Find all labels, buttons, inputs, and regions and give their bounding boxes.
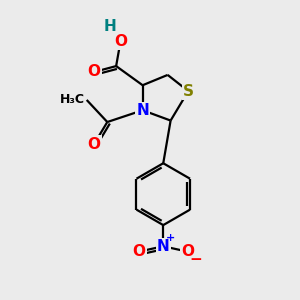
Text: O: O (88, 64, 100, 80)
Text: O: O (133, 244, 146, 259)
Text: O: O (181, 244, 194, 259)
Text: O: O (114, 34, 127, 49)
Text: N: N (136, 103, 149, 118)
Text: H: H (104, 19, 117, 34)
Text: +: + (166, 233, 175, 243)
Text: O: O (88, 136, 100, 152)
Text: N: N (157, 239, 169, 254)
Text: S: S (183, 84, 194, 99)
Text: H₃C: H₃C (60, 93, 85, 106)
Text: −: − (190, 252, 203, 267)
